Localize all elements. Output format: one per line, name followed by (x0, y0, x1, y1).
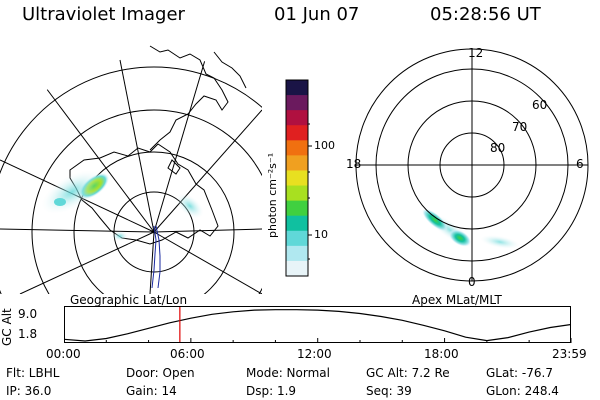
status-gain: Gain: 14 (126, 384, 177, 398)
instrument-title: Ultraviolet Imager (22, 4, 185, 25)
status-seq: Seq: 39 (366, 384, 412, 398)
status-ip: IP: 36.0 (6, 384, 52, 398)
status-dsp: Dsp: 1.9 (246, 384, 297, 398)
altitude-plot-frame (64, 306, 571, 343)
colorbar-cells (286, 80, 308, 277)
colorbar-cell (286, 170, 308, 187)
status-gc-alt: GC Alt: 7.2 Re (366, 366, 450, 380)
apex-panel-label: Apex MLat/MLT (412, 293, 502, 307)
colorbar-cell (286, 185, 308, 202)
colorbar-cell (286, 215, 308, 232)
xtick-1800: 18:00 (424, 347, 459, 361)
date-label: 01 Jun 07 (274, 4, 360, 25)
status-glon: GLon: 248.4 (486, 384, 559, 398)
xtick-2359: 23:59 (552, 347, 587, 361)
status-glat: GLat: -76.7 (486, 366, 553, 380)
xtick-1200: 12:00 (297, 347, 332, 361)
altitude-series-line (64, 309, 572, 342)
altitude-ytick-high: 9.0 (18, 307, 38, 321)
colorbar-cell (286, 230, 308, 247)
lat-label-60: 60 (532, 98, 548, 112)
colorbar-unit-label: photon cm⁻²s⁻¹ (266, 152, 279, 238)
apex-polar-plot (355, 48, 589, 282)
colorbar-cell (286, 140, 308, 156)
geographic-panel-label: Geographic Lat/Lon (70, 293, 188, 307)
colorbar-cell (286, 245, 308, 262)
mlt-label-12: 12 (468, 46, 484, 60)
mlt-label-6: 6 (576, 157, 584, 171)
status-flt: Flt: LBHL (6, 366, 60, 380)
colorbar-cell (286, 125, 308, 141)
time-label: 05:28:56 UT (430, 4, 541, 25)
colorbar-cell (286, 200, 308, 217)
mlt-label-18: 18 (346, 157, 362, 171)
lat-label-80: 80 (490, 141, 506, 155)
altitude-ytick-low: 1.8 (18, 327, 38, 341)
colorbar-cell (286, 80, 308, 96)
colorbar (285, 79, 312, 277)
colorbar-cell (286, 155, 308, 172)
mlt-label-0: 0 (468, 275, 476, 289)
lat-label-70: 70 (512, 120, 528, 134)
geographic-map (0, 45, 262, 294)
status-door: Door: Open (126, 366, 195, 380)
colorbar-tick-100: 100 (314, 139, 335, 152)
colorbar-cell (286, 110, 308, 126)
altitude-plot (64, 306, 572, 343)
xtick-0000: 00:00 (46, 347, 81, 361)
colorbar-cell (286, 95, 308, 111)
colorbar-cell (286, 260, 308, 277)
colorbar-tick-10: 10 (314, 228, 328, 241)
status-mode: Mode: Normal (246, 366, 330, 380)
xtick-0600: 06:00 (170, 347, 205, 361)
altitude-ylabel: GC Alt (0, 308, 14, 346)
